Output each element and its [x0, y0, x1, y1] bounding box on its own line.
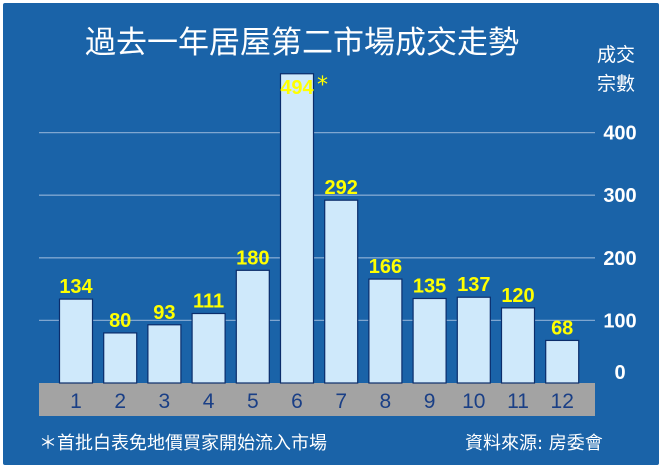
bar	[412, 297, 447, 384]
y-tick-label: 100	[603, 310, 636, 332]
data-label: 180	[236, 247, 269, 269]
y-tick-label: 400	[603, 123, 636, 145]
x-tick-label: 10	[462, 390, 485, 413]
x-axis-band	[39, 383, 595, 416]
bar	[58, 298, 94, 384]
data-label: 494	[280, 77, 314, 99]
bar	[103, 332, 138, 384]
data-label: 120	[501, 285, 534, 307]
x-tick-label: 5	[247, 390, 259, 413]
x-tick-label: 9	[424, 390, 436, 413]
y-axis-label-line2: 宗數	[597, 73, 635, 95]
data-label: 137	[457, 274, 490, 296]
bar	[324, 199, 359, 384]
bar	[545, 339, 580, 384]
bar	[368, 278, 403, 384]
x-tick-label: 1	[70, 390, 82, 413]
data-label: 68	[551, 317, 573, 339]
data-label: 80	[109, 310, 131, 332]
bar	[235, 269, 270, 384]
x-tick-label: 2	[114, 390, 126, 413]
y-tick-label: 300	[603, 185, 636, 207]
bar	[456, 296, 491, 384]
x-tick-label: 8	[380, 390, 392, 413]
bar	[500, 307, 536, 384]
x-tick-label: 11	[507, 390, 529, 413]
data-label: 135	[413, 275, 446, 297]
x-tick-label: 3	[159, 390, 171, 413]
x-tick-label: 7	[335, 390, 347, 413]
data-label: 292	[325, 177, 358, 199]
x-tick-label: 6	[291, 390, 303, 413]
data-label: 111	[193, 291, 224, 313]
bar	[191, 312, 226, 384]
data-label: 93	[153, 302, 175, 324]
data-label: 166	[369, 256, 402, 278]
footnote: ＊首批白表免地價買家開始流入市場	[39, 433, 327, 454]
y-tick-label: 0	[614, 362, 625, 384]
x-tick-label: 12	[551, 390, 574, 413]
x-tick-label: 4	[203, 390, 215, 413]
chart-title: 過去一年居屋第二市場成交走勢	[85, 25, 519, 61]
source-note: 資料來源: 房委會	[465, 433, 603, 454]
bar	[279, 73, 315, 384]
y-axis-label-line1: 成交	[597, 44, 635, 66]
chart-frame: 過去一年居屋第二市場成交走勢 成交 宗數 134 80 93 111 180 494 * 29…	[3, 3, 659, 465]
annotation-marker: *	[317, 73, 328, 98]
data-label: 134	[59, 276, 93, 298]
y-tick-label: 200	[603, 248, 636, 270]
bar	[147, 324, 182, 384]
